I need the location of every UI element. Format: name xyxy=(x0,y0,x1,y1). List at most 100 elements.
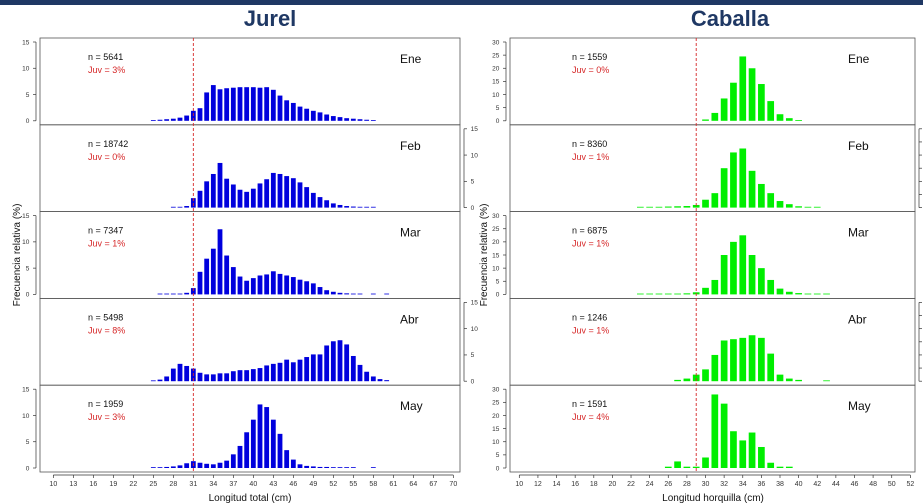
jurel-bar-may xyxy=(177,465,183,468)
caballa-month-label: Mar xyxy=(848,226,869,240)
jurel-juvenile-pct: Juv = 1% xyxy=(88,239,125,249)
caballa-bar-mar xyxy=(664,293,672,295)
jurel-x-tick-label: 58 xyxy=(369,481,377,488)
caballa-x-tick-label: 30 xyxy=(702,481,710,488)
jurel-y-axis-label: Frecuencia relativa (%) xyxy=(12,204,23,307)
jurel-bar-ene xyxy=(217,89,223,121)
jurel-bar-may xyxy=(244,432,250,468)
jurel-x-tick-label: 40 xyxy=(249,481,257,488)
caballa-y-tick-label: 0 xyxy=(496,465,500,472)
jurel-bar-abr xyxy=(344,344,350,382)
jurel-bar-abr xyxy=(290,362,296,382)
caballa-bar-mar xyxy=(636,293,644,295)
caballa-bar-mar xyxy=(720,255,728,295)
jurel-x-tick-label: 28 xyxy=(169,481,177,488)
caballa-x-tick-label: 52 xyxy=(906,481,914,488)
caballa-x-tick-label: 34 xyxy=(739,481,747,488)
jurel-bar-feb xyxy=(317,197,323,208)
jurel-panel-may: 0 5 10 15 n = 1959 Juv = 3% May xyxy=(22,384,461,473)
jurel-bar-may xyxy=(170,466,176,468)
jurel-bar-mar xyxy=(170,293,176,295)
jurel-bar-abr xyxy=(364,371,370,382)
jurel-y-tick-label: 10 xyxy=(471,326,479,333)
jurel-x-tick-label: 70 xyxy=(449,481,457,488)
caballa-x-tick-label: 46 xyxy=(851,481,859,488)
jurel-y-tick-label: 10 xyxy=(22,239,30,246)
caballa-bar-mar xyxy=(823,293,830,295)
caballa-bar-abr xyxy=(823,380,830,382)
jurel-y-tick-label: 15 xyxy=(22,39,30,46)
jurel-bar-abr xyxy=(204,374,210,382)
caballa-bar-feb xyxy=(692,204,700,208)
jurel-y-tick-label: 15 xyxy=(471,126,479,133)
jurel-bar-ene xyxy=(297,106,303,121)
caballa-sample-size: n = 6875 xyxy=(572,226,607,236)
caballa-sample-size: n = 1246 xyxy=(572,312,607,322)
jurel-bar-abr xyxy=(244,370,250,382)
jurel-bar-feb xyxy=(337,204,343,208)
jurel-x-tick-label: 37 xyxy=(229,481,237,488)
jurel-y-tick-label: 10 xyxy=(471,152,479,159)
jurel-bar-ene xyxy=(150,120,156,121)
caballa-bar-feb xyxy=(804,206,812,208)
chart-title-caballa: Caballa xyxy=(690,6,770,31)
jurel-x-tick-label: 10 xyxy=(49,481,57,488)
caballa-bar-feb xyxy=(748,170,756,208)
jurel-bar-abr xyxy=(304,357,310,382)
jurel-x-tick-label: 49 xyxy=(309,481,317,488)
caballa-x-tick-label: 12 xyxy=(534,481,542,488)
caballa-x-tick-label: 10 xyxy=(515,481,523,488)
caballa-x-tick-label: 38 xyxy=(776,481,784,488)
jurel-bar-ene xyxy=(350,118,356,121)
caballa-bar-may xyxy=(692,466,700,468)
jurel-bar-feb xyxy=(177,206,183,208)
jurel-x-tick-label: 34 xyxy=(209,481,217,488)
caballa-bar-abr xyxy=(674,379,681,382)
jurel-bar-feb xyxy=(344,206,350,208)
jurel-panel-ene: 0 5 10 15 n = 5641 Juv = 3% Ene xyxy=(22,37,461,126)
caballa-bar-mar xyxy=(646,293,654,295)
caballa-bar-may xyxy=(730,431,737,468)
caballa-bar-abr xyxy=(720,340,728,382)
caballa-bar-abr xyxy=(795,379,802,382)
jurel-panel-frame xyxy=(39,384,461,473)
caballa-y-tick-label: 10 xyxy=(492,265,500,272)
caballa-bar-ene xyxy=(748,68,756,121)
jurel-bar-may xyxy=(264,407,270,468)
jurel-x-tick-label: 19 xyxy=(109,481,117,488)
caballa-bar-feb xyxy=(730,152,737,208)
caballa-juvenile-pct: Juv = 0% xyxy=(572,65,609,75)
jurel-bar-feb xyxy=(370,206,376,208)
caballa-bar-may xyxy=(711,394,719,468)
jurel-bar-mar xyxy=(210,248,216,295)
jurel-panel-feb: 0 5 10 15 n = 18742 Juv = 0% Feb xyxy=(39,124,479,213)
jurel-bar-may xyxy=(297,464,303,468)
caballa-bar-may xyxy=(758,446,765,468)
jurel-bar-feb xyxy=(357,206,363,208)
caballa-bar-mar xyxy=(702,287,709,295)
caballa-bar-feb xyxy=(813,206,821,208)
jurel-bar-abr xyxy=(384,380,390,382)
jurel-y-tick-label: 5 xyxy=(471,179,475,186)
caballa-bar-feb xyxy=(655,206,663,208)
jurel-bar-may xyxy=(257,404,263,468)
caballa-bar-abr xyxy=(785,378,793,382)
caballa-bar-mar xyxy=(785,291,793,295)
jurel-month-label: Mar xyxy=(400,226,421,240)
caballa-bar-mar xyxy=(795,293,802,295)
jurel-bar-mar xyxy=(157,293,163,295)
jurel-bar-feb xyxy=(237,189,243,208)
caballa-y-tick-label: 20 xyxy=(492,239,500,246)
caballa-bar-mar xyxy=(655,293,663,295)
jurel-x-tick-label: 13 xyxy=(69,481,77,488)
jurel-sample-size: n = 7347 xyxy=(88,226,123,236)
jurel-x-tick-label: 43 xyxy=(269,481,277,488)
caballa-bar-feb xyxy=(785,204,793,208)
jurel-bar-abr xyxy=(157,379,163,382)
jurel-bar-feb xyxy=(284,176,290,208)
jurel-bar-feb xyxy=(217,162,223,208)
caballa-bar-abr xyxy=(730,339,737,382)
caballa-bar-mar xyxy=(804,293,812,295)
jurel-bar-feb xyxy=(224,178,230,208)
